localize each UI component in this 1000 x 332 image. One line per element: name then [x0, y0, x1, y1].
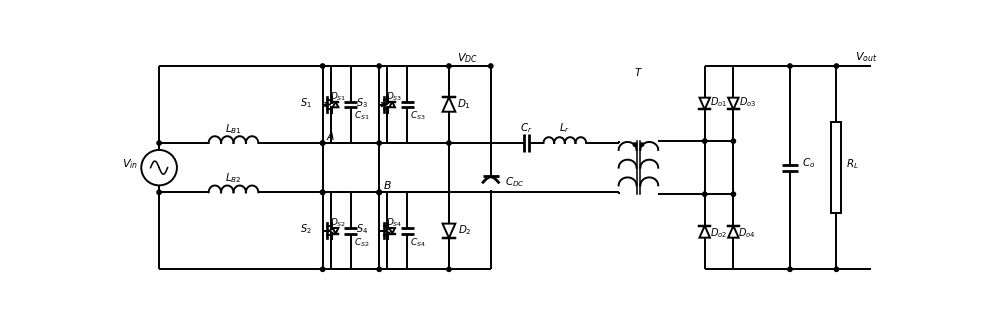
Text: $D_{S1}$: $D_{S1}$	[330, 90, 346, 103]
Circle shape	[731, 192, 736, 197]
Polygon shape	[728, 226, 739, 238]
Polygon shape	[389, 228, 395, 234]
Polygon shape	[443, 97, 455, 112]
Text: $C_{S4}$: $C_{S4}$	[410, 236, 426, 249]
Text: $D_{o3}$: $D_{o3}$	[739, 95, 756, 109]
Circle shape	[640, 143, 644, 146]
Text: $C_{r}$: $C_{r}$	[520, 121, 533, 134]
Circle shape	[447, 267, 451, 272]
Circle shape	[731, 139, 736, 143]
Circle shape	[377, 141, 381, 145]
Text: $L_{r}$: $L_{r}$	[559, 121, 570, 134]
Circle shape	[320, 141, 325, 145]
Text: $D_{o2}$: $D_{o2}$	[710, 226, 727, 240]
Text: $V_{DC}$: $V_{DC}$	[457, 51, 478, 65]
Circle shape	[157, 190, 161, 195]
Text: $A$: $A$	[326, 130, 335, 142]
Circle shape	[377, 190, 381, 195]
Text: $C_{o}$: $C_{o}$	[802, 156, 816, 170]
Text: $C_{S3}$: $C_{S3}$	[410, 110, 426, 122]
Text: $D_{2}$: $D_{2}$	[458, 223, 471, 237]
Text: $V_{out}$: $V_{out}$	[855, 50, 878, 64]
Polygon shape	[699, 98, 710, 110]
Circle shape	[633, 143, 637, 146]
Circle shape	[377, 190, 381, 195]
Polygon shape	[443, 223, 455, 238]
Text: $D_{o1}$: $D_{o1}$	[710, 95, 727, 109]
Circle shape	[788, 64, 792, 68]
Circle shape	[834, 64, 839, 68]
Text: $S_{1}$: $S_{1}$	[300, 96, 312, 110]
Text: $L_{B2}$: $L_{B2}$	[225, 172, 242, 185]
Circle shape	[320, 190, 325, 195]
Text: $L_{B1}$: $L_{B1}$	[225, 122, 242, 136]
Circle shape	[377, 267, 381, 272]
Text: $T$: $T$	[634, 66, 643, 78]
Polygon shape	[389, 102, 395, 107]
Text: $C_{S2}$: $C_{S2}$	[354, 236, 370, 249]
Text: $D_{S4}$: $D_{S4}$	[386, 216, 403, 229]
Circle shape	[447, 141, 451, 145]
Text: $D_{S3}$: $D_{S3}$	[386, 90, 403, 103]
Text: $D_{S2}$: $D_{S2}$	[330, 216, 346, 229]
Polygon shape	[728, 98, 739, 110]
Circle shape	[320, 267, 325, 272]
Polygon shape	[333, 102, 338, 107]
Text: $D_{o4}$: $D_{o4}$	[738, 226, 756, 240]
Text: $C_{S1}$: $C_{S1}$	[354, 110, 370, 122]
Circle shape	[703, 192, 707, 197]
Circle shape	[320, 141, 325, 145]
Text: $S_{2}$: $S_{2}$	[300, 222, 312, 236]
Circle shape	[447, 64, 451, 68]
Circle shape	[320, 64, 325, 68]
Polygon shape	[333, 228, 338, 234]
Circle shape	[157, 141, 161, 145]
Circle shape	[834, 267, 839, 272]
Text: $S_{4}$: $S_{4}$	[356, 222, 368, 236]
Text: $B$: $B$	[383, 179, 391, 191]
Circle shape	[489, 64, 493, 68]
Bar	[831, 122, 841, 213]
Text: $V_{in}$: $V_{in}$	[122, 157, 139, 171]
Circle shape	[703, 139, 707, 143]
Text: $R_{L}$: $R_{L}$	[846, 157, 858, 171]
Circle shape	[788, 267, 792, 272]
Circle shape	[377, 64, 381, 68]
Text: $D_{1}$: $D_{1}$	[457, 97, 471, 111]
Circle shape	[377, 190, 381, 195]
Polygon shape	[699, 226, 710, 238]
Circle shape	[320, 190, 325, 195]
Text: $S_{3}$: $S_{3}$	[356, 96, 368, 110]
Text: $C_{DC}$: $C_{DC}$	[505, 175, 525, 189]
